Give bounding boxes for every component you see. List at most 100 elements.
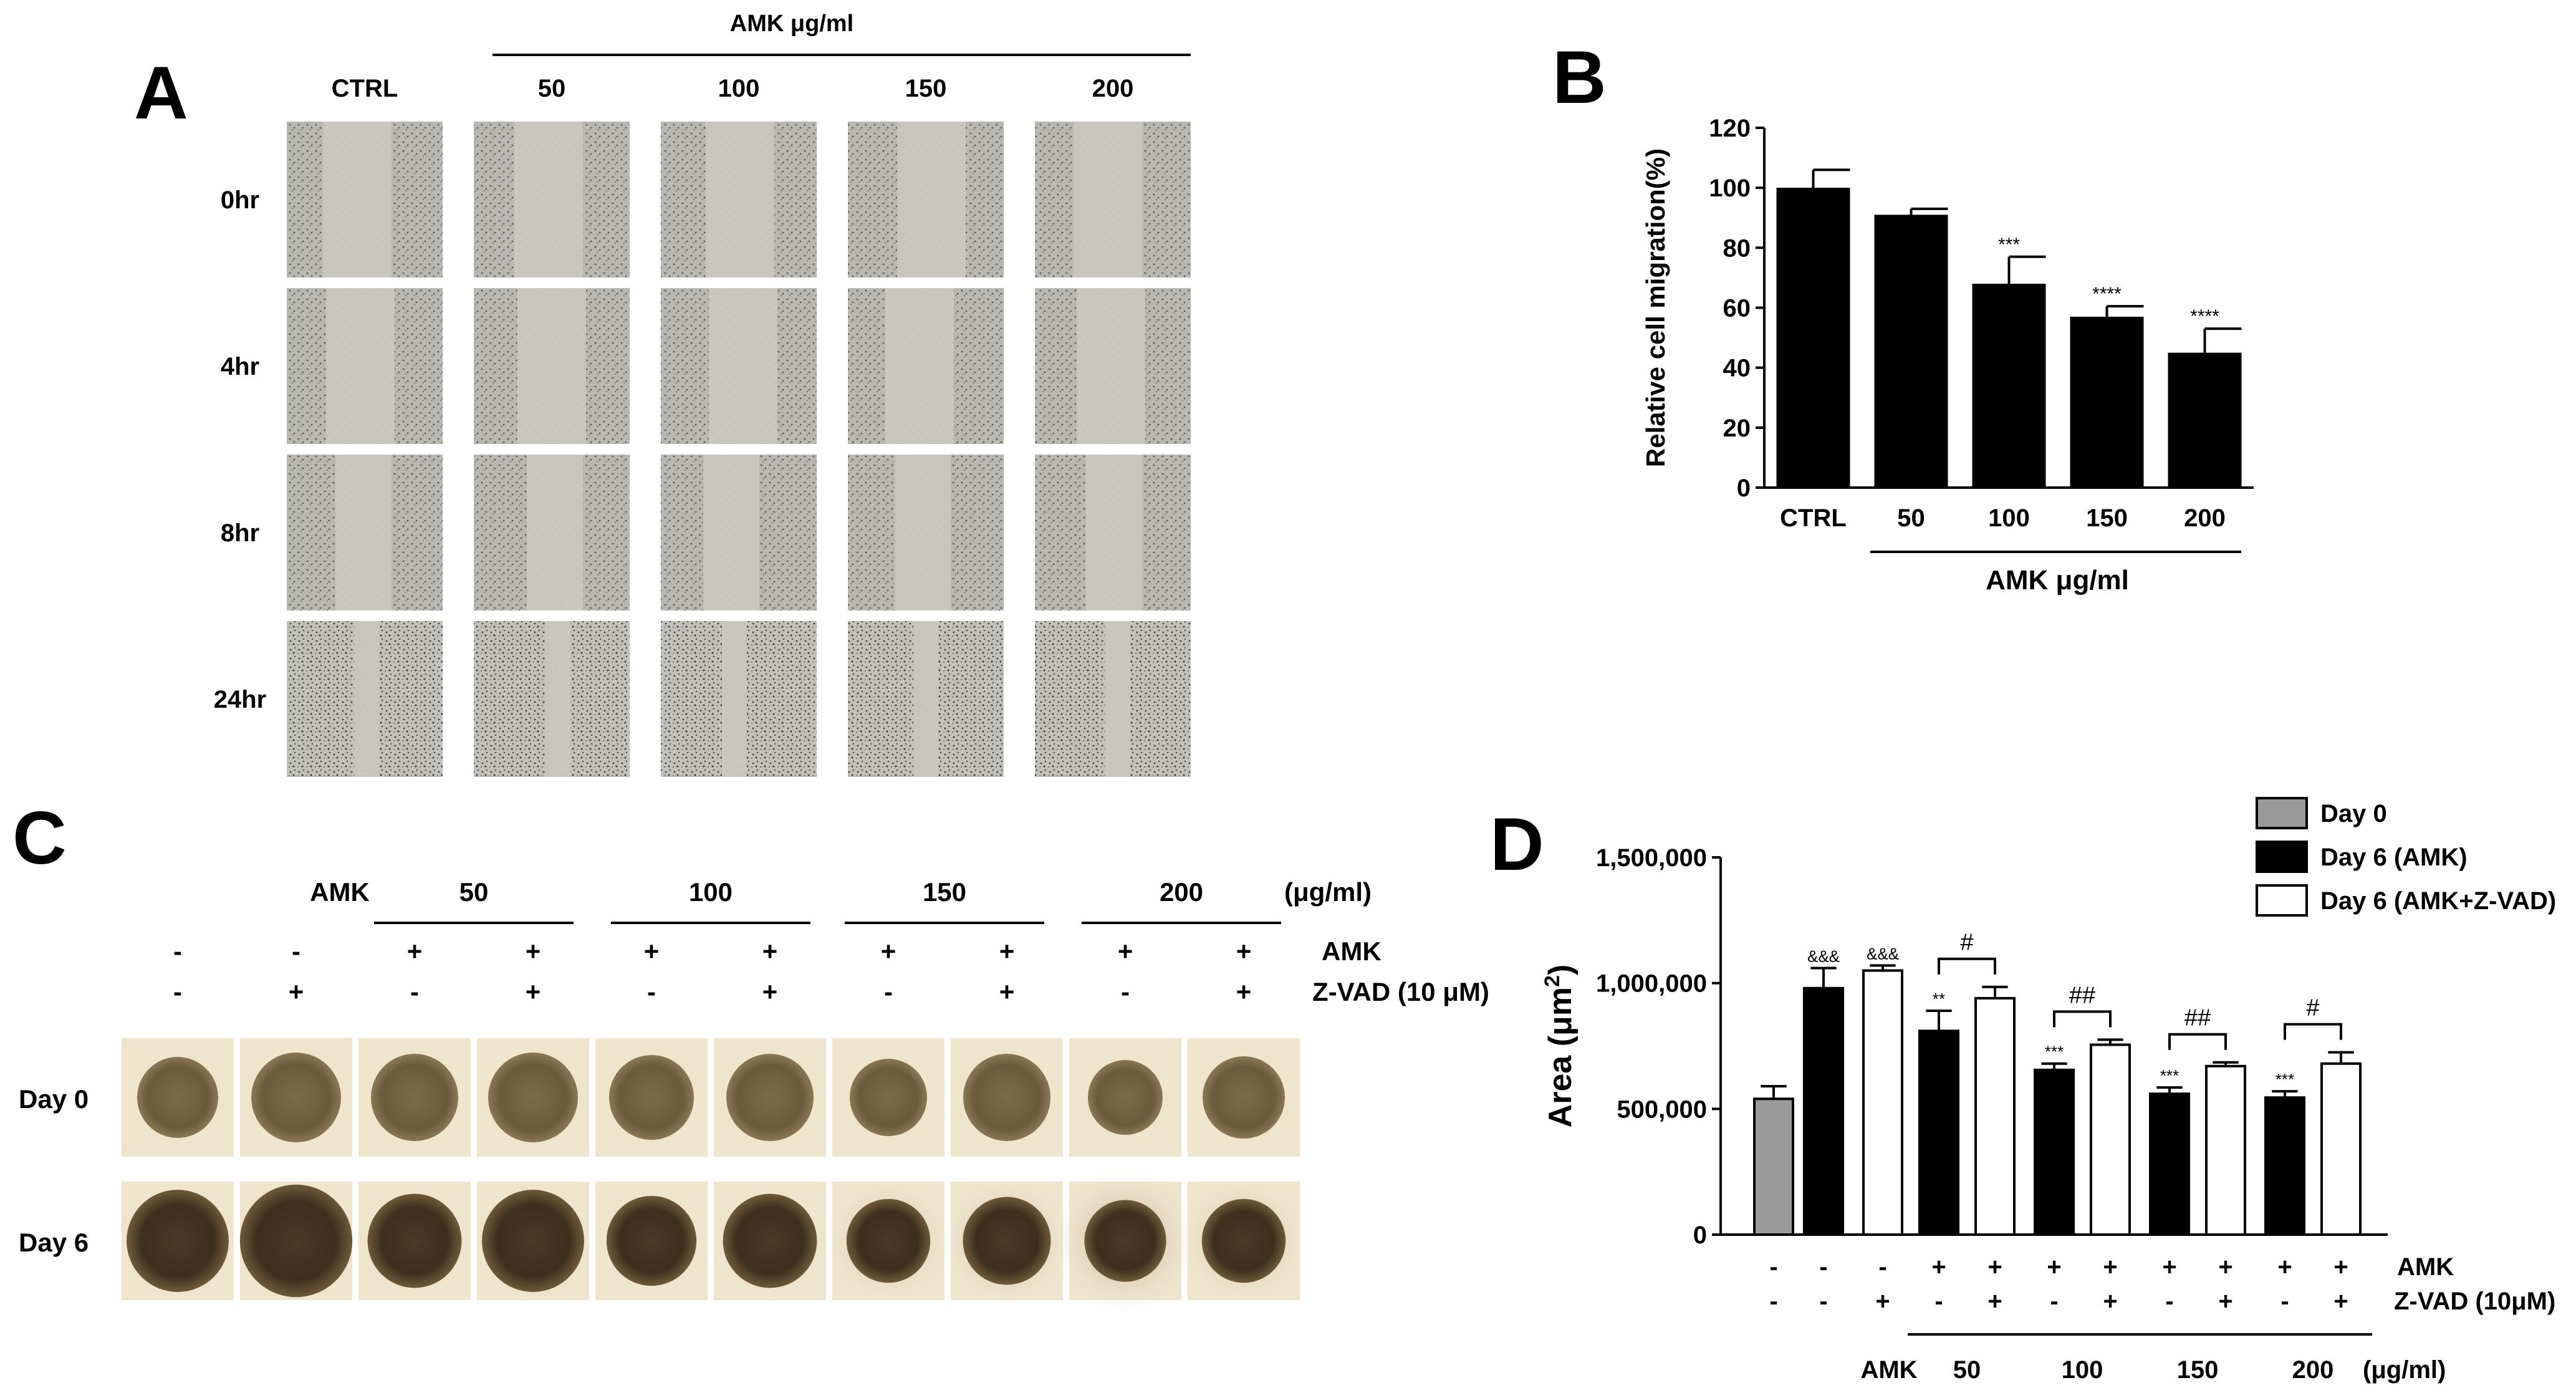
amk-sign: + bbox=[526, 937, 541, 966]
panel-c-zvad-row-label: Z-VAD (10 μM) bbox=[1312, 977, 1489, 1006]
spheroid bbox=[963, 1054, 1050, 1141]
panel-c-unit-label: (μg/ml) bbox=[1284, 877, 1372, 907]
comparison-bracket bbox=[2284, 1023, 2342, 1040]
x-tick-label: 50 bbox=[1897, 504, 1925, 532]
scratch-micrograph bbox=[287, 455, 443, 610]
wound-gap bbox=[703, 455, 759, 610]
scratch-micrograph bbox=[287, 288, 443, 444]
bar bbox=[1874, 215, 1948, 488]
amk-sign: - bbox=[173, 937, 182, 966]
wound-gap bbox=[326, 288, 395, 444]
panel-d-dose-prefix: AMK bbox=[1860, 1356, 1917, 1384]
wound-gap bbox=[913, 621, 938, 777]
significance-label: **** bbox=[2190, 306, 2219, 327]
panel-a-column-label: 50 bbox=[538, 75, 566, 102]
y-tick-label: 80 bbox=[1723, 234, 1751, 262]
amk-sign: + bbox=[407, 937, 423, 966]
amk-sign: + bbox=[999, 937, 1015, 966]
scratch-micrograph bbox=[474, 455, 630, 610]
panel-a-column-label: CTRL bbox=[332, 75, 398, 102]
bar bbox=[2264, 1096, 2305, 1237]
spheroid-area-bar-chart: 0 500,000 1,000,000 1,500,000 Area (μm2) &&& &… bbox=[1540, 844, 2388, 1249]
amk-sign: + bbox=[2047, 1253, 2061, 1281]
zvad-sign: + bbox=[1236, 977, 1252, 1006]
zvad-sign: - bbox=[410, 977, 419, 1006]
zvad-sign: - bbox=[173, 977, 182, 1006]
panel-a-group-label: AMK μg/ml bbox=[730, 11, 853, 37]
amk-sign: + bbox=[1931, 1253, 1946, 1281]
wound-gap bbox=[885, 288, 954, 444]
spheroid-image bbox=[826, 1179, 951, 1303]
scratch-micrograph bbox=[661, 288, 817, 444]
legend-swatch bbox=[2256, 797, 2308, 829]
spheroid bbox=[239, 1184, 353, 1298]
amk-sign: + bbox=[881, 937, 896, 966]
spheroid bbox=[127, 1190, 229, 1292]
wound-gap bbox=[527, 455, 583, 610]
x-tick-label: CTRL bbox=[1780, 504, 1847, 532]
y-tick-label: 120 bbox=[1709, 115, 1751, 142]
panel-d-dose-groups: 50 100 150 200 bbox=[1908, 1333, 2372, 1384]
zvad-sign: + bbox=[999, 977, 1015, 1006]
spheroid-image bbox=[358, 1038, 471, 1157]
spheroid-image bbox=[477, 1182, 589, 1300]
wound-gap bbox=[1105, 621, 1130, 777]
amk-sign: + bbox=[2162, 1253, 2176, 1281]
zvad-sign: - bbox=[1121, 977, 1130, 1006]
bar bbox=[1753, 1097, 1794, 1236]
bar bbox=[2090, 1043, 2131, 1236]
scratch-micrograph bbox=[287, 122, 443, 277]
bar bbox=[2149, 1092, 2190, 1236]
comparison-bracket bbox=[2168, 1033, 2227, 1050]
spheroid bbox=[1084, 1200, 1166, 1282]
spheroid bbox=[606, 1195, 697, 1286]
spheroid bbox=[850, 1059, 927, 1136]
zvad-sign: - bbox=[1934, 1288, 1943, 1315]
bar bbox=[2320, 1062, 2362, 1236]
panel-d-unit-label: (μg/ml) bbox=[2363, 1356, 2446, 1384]
spheroid bbox=[1201, 1198, 1286, 1283]
panel-c-dose-groups: 50 100 150 200 bbox=[374, 877, 1281, 924]
panel-c-amk-label: AMK bbox=[310, 877, 370, 907]
comparison-mark: # bbox=[1960, 930, 1973, 956]
spheroid bbox=[137, 1057, 218, 1138]
bar bbox=[1972, 284, 2046, 488]
spheroid bbox=[726, 1054, 814, 1141]
dose-label: 200 bbox=[2292, 1356, 2334, 1384]
zvad-sign: - bbox=[1769, 1288, 1777, 1315]
amk-sign: + bbox=[2103, 1253, 2117, 1281]
y-axis-label: Relative cell migration(%) bbox=[1641, 148, 1670, 467]
scratch-micrograph bbox=[474, 621, 630, 777]
scratch-micrograph bbox=[1035, 455, 1191, 610]
x-tick-label: 100 bbox=[1988, 504, 2030, 532]
spheroid-image bbox=[942, 1176, 1072, 1306]
amk-sign: - bbox=[1769, 1253, 1777, 1281]
panel-a-row-label: 0hr bbox=[221, 186, 259, 214]
panel-b-group-label: AMK μg/ml bbox=[1986, 565, 2129, 595]
panel-a-letter: A bbox=[134, 51, 188, 135]
spheroid-image bbox=[122, 1038, 234, 1157]
scratch-micrograph bbox=[1035, 288, 1191, 444]
comparison-mark: ## bbox=[2069, 982, 2095, 1008]
scratch-micrograph bbox=[661, 122, 817, 277]
y-tick-label: 0 bbox=[1737, 475, 1751, 502]
dose-label: 100 bbox=[689, 877, 733, 907]
amk-sign: + bbox=[762, 937, 778, 966]
bar bbox=[2168, 352, 2242, 488]
wound-gap bbox=[1074, 122, 1142, 277]
zvad-sign: + bbox=[526, 977, 541, 1006]
scratch-micrograph bbox=[661, 455, 817, 610]
spheroid-image bbox=[240, 1038, 352, 1157]
zvad-sign: - bbox=[1819, 1288, 1827, 1315]
scratch-micrograph bbox=[1035, 122, 1191, 277]
wound-gap bbox=[1077, 288, 1145, 444]
panel-a-column-labels: CTRL 50 100 150 200 bbox=[332, 75, 1134, 102]
scratch-micrograph bbox=[474, 122, 630, 277]
spheroid bbox=[609, 1055, 694, 1140]
wound-gap bbox=[709, 288, 777, 444]
wound-gap bbox=[354, 621, 379, 777]
scratch-micrograph bbox=[661, 621, 817, 777]
comparison-bracket bbox=[2053, 1010, 2112, 1028]
wound-gap bbox=[335, 455, 392, 610]
bar bbox=[2205, 1064, 2246, 1237]
